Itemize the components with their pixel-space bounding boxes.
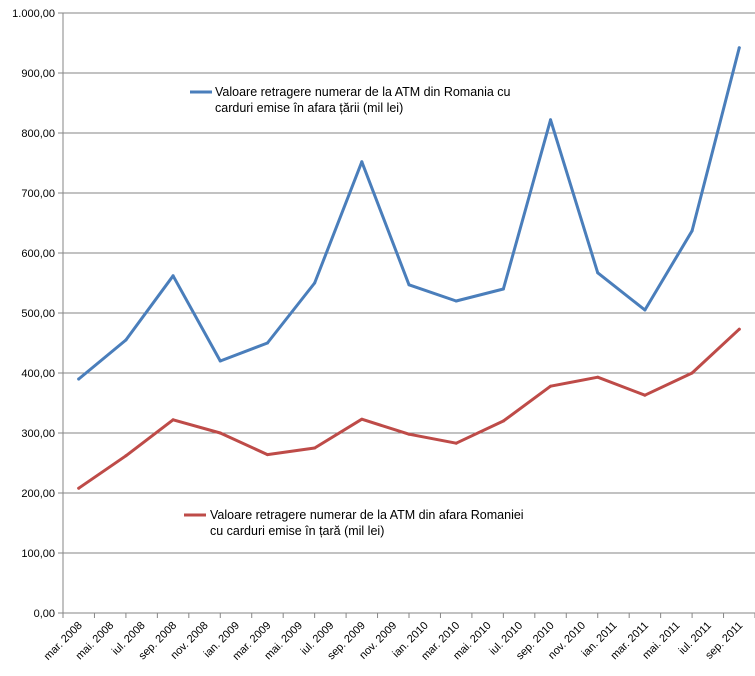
data-point-series-2 xyxy=(737,327,741,331)
data-point-series-1 xyxy=(171,274,175,278)
data-point-series-1 xyxy=(218,359,222,363)
y-tick-label: 600,00 xyxy=(21,248,55,260)
y-tick-label: 0,00 xyxy=(34,608,55,620)
data-point-series-1 xyxy=(407,283,411,287)
data-point-series-1 xyxy=(501,287,505,291)
axes xyxy=(58,12,755,618)
legend-entry-series-1: Valoare retragere numerar de la ATM din … xyxy=(190,85,511,115)
series-lines xyxy=(77,46,741,490)
series-line-2 xyxy=(77,327,741,490)
y-tick-label: 900,00 xyxy=(21,68,55,80)
data-point-series-1 xyxy=(643,308,647,312)
data-point-series-2 xyxy=(501,419,505,423)
data-point-series-2 xyxy=(360,417,364,421)
data-point-series-2 xyxy=(407,432,411,436)
legend-label-series-2-line-1: Valoare retragere numerar de la ATM din … xyxy=(210,508,524,522)
legend-label-series-1-line-2: carduri emise în afara țării (mil lei) xyxy=(215,101,403,115)
y-tick-label: 300,00 xyxy=(21,428,55,440)
data-point-series-2 xyxy=(596,375,600,379)
data-point-series-1 xyxy=(454,299,458,303)
legend-label-series-2-line-2: cu carduri emise în țară (mil lei) xyxy=(210,524,384,538)
data-point-series-2 xyxy=(643,393,647,397)
data-point-series-2 xyxy=(124,454,128,458)
data-point-series-1 xyxy=(596,271,600,275)
data-point-series-2 xyxy=(77,486,81,490)
data-point-series-2 xyxy=(171,418,175,422)
data-point-series-1 xyxy=(360,160,364,164)
data-point-series-2 xyxy=(549,384,553,388)
data-point-series-1 xyxy=(77,377,81,381)
y-tick-label: 500,00 xyxy=(21,308,55,320)
y-tick-label: 1.000,00 xyxy=(12,8,55,20)
data-point-series-1 xyxy=(549,118,553,122)
y-tick-label: 100,00 xyxy=(21,548,55,560)
data-point-series-1 xyxy=(690,229,694,233)
data-point-series-2 xyxy=(454,441,458,445)
data-point-series-1 xyxy=(124,338,128,342)
data-point-series-2 xyxy=(265,453,269,457)
legend-entry-series-2: Valoare retragere numerar de la ATM din … xyxy=(184,508,524,538)
gridlines xyxy=(63,12,755,554)
data-point-series-2 xyxy=(313,446,317,450)
y-tick-label: 200,00 xyxy=(21,488,55,500)
data-point-series-1 xyxy=(737,46,741,50)
data-point-series-2 xyxy=(218,431,222,435)
data-point-series-1 xyxy=(265,341,269,345)
data-point-series-2 xyxy=(690,371,694,375)
y-tick-label: 800,00 xyxy=(21,128,55,140)
y-tick-label: 700,00 xyxy=(21,188,55,200)
legend-label-series-1-line-1: Valoare retragere numerar de la ATM din … xyxy=(215,85,511,99)
data-point-series-1 xyxy=(313,281,317,285)
y-tick-label: 400,00 xyxy=(21,368,55,380)
